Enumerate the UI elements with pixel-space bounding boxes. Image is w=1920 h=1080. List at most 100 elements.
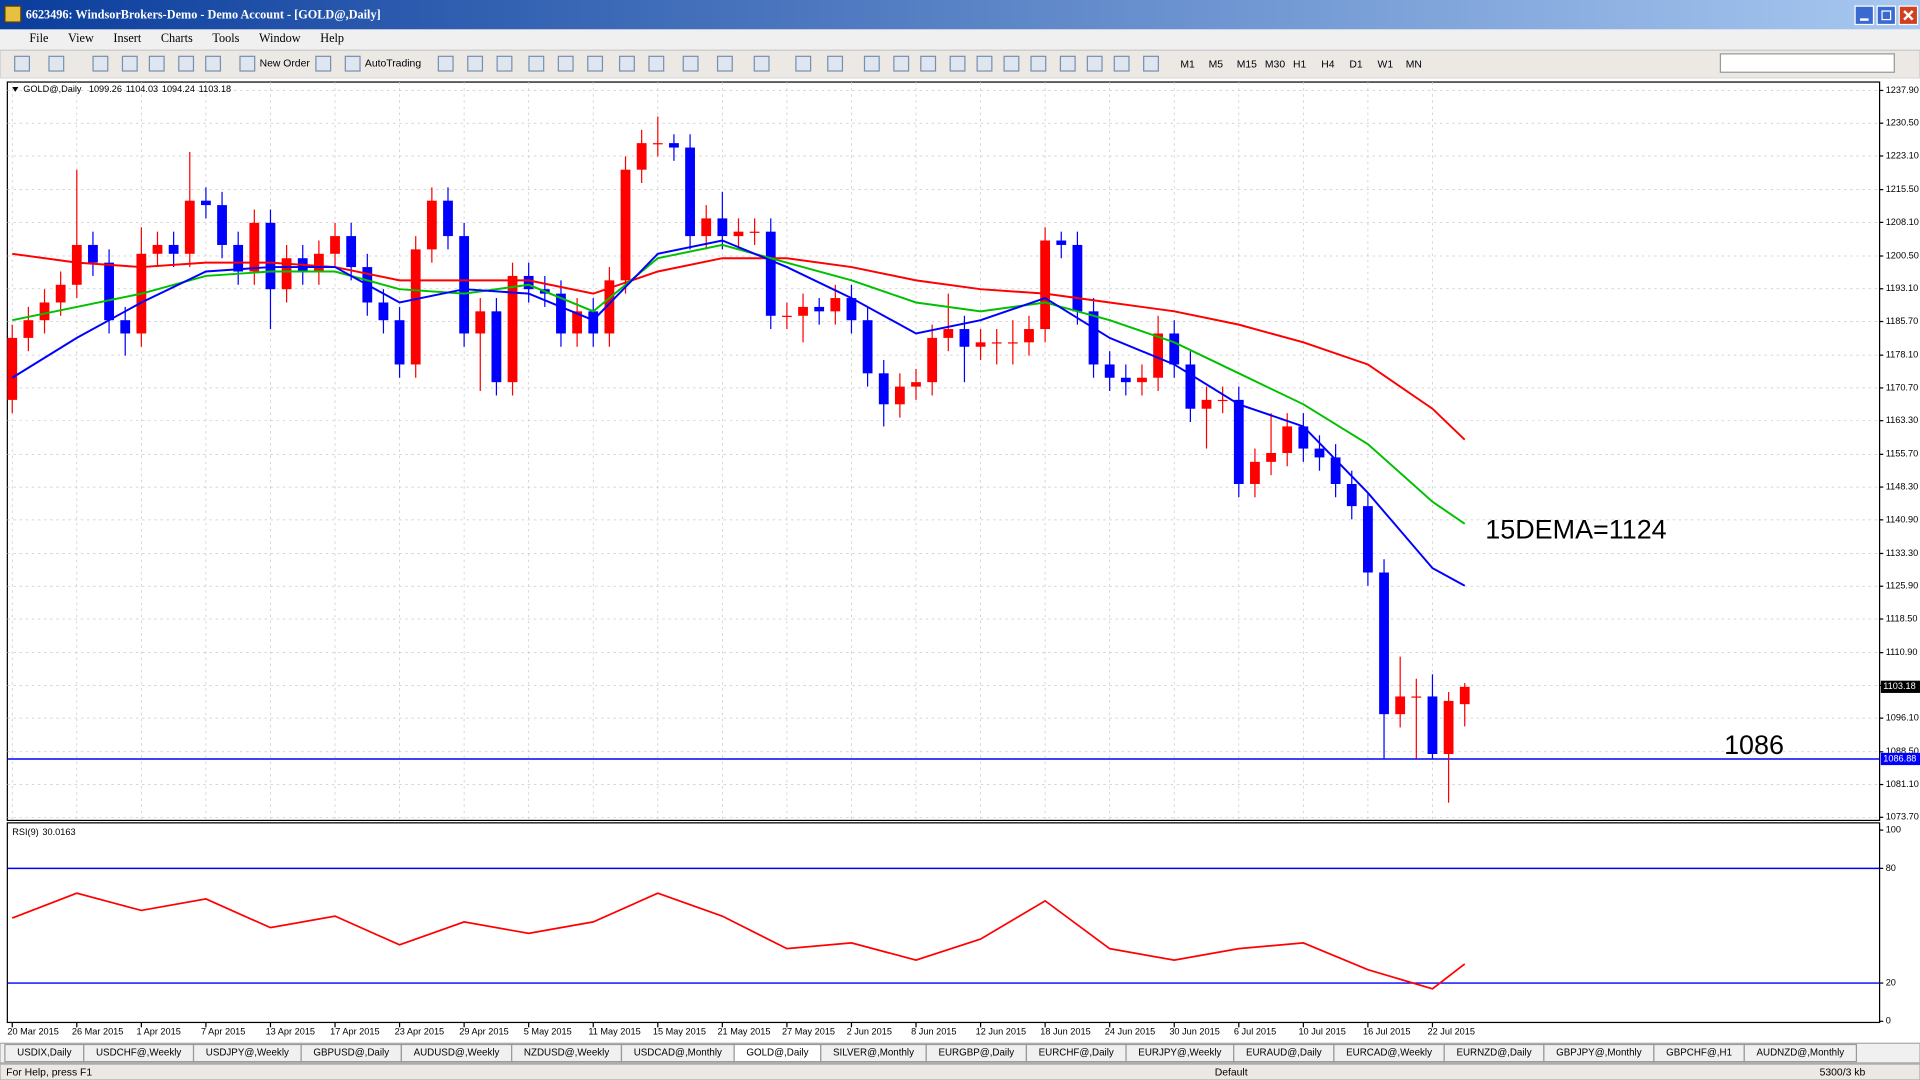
toolbar-icon[interactable] [528,55,545,72]
y-tick-label: 1230.50 [1886,118,1919,128]
timeframe-button[interactable]: MN [1406,60,1422,71]
maximize-button[interactable] [1876,5,1897,26]
timeframe-button[interactable]: M30 [1265,60,1285,71]
menu-item[interactable]: Help [320,31,344,45]
menu-item[interactable]: Window [259,31,301,45]
toolbar-icon[interactable] [753,55,770,72]
toolbar-icon[interactable] [618,55,635,72]
y-tick-label: 1223.10 [1886,150,1919,160]
tab-label[interactable]: SILVER@,Monthly [833,1048,914,1059]
y-tick-label: 1193.10 [1886,283,1918,293]
candle-body [1217,399,1228,402]
menu-item[interactable]: Insert [113,31,141,45]
timeframe-button[interactable]: D1 [1349,60,1363,71]
tab-label[interactable]: USDIX,Daily [17,1048,71,1059]
toolbar-icon[interactable] [648,55,665,72]
candle-body [991,342,1002,344]
search-box[interactable] [1719,53,1895,73]
autotrading-button[interactable]: AutoTrading [365,58,421,69]
toolbar-icon[interactable] [121,55,138,72]
toolbar-icon[interactable] [178,55,195,72]
candle-body [894,386,905,405]
toolbar-icon[interactable] [48,55,65,72]
tab-label[interactable]: EURCHF@,Daily [1039,1048,1114,1059]
status-bar [0,1063,1920,1080]
toolbar-icon[interactable] [1113,55,1130,72]
indicator-value: 30.0163 [42,827,75,837]
menu-item[interactable]: Charts [161,31,193,45]
toolbar-icon[interactable] [205,55,222,72]
toolbar-icon[interactable] [1003,55,1020,72]
toolbar-icon[interactable] [863,55,880,72]
tab-label[interactable]: USDCAD@,Monthly [634,1048,722,1059]
tab-label[interactable]: GOLD@,Daily [746,1048,808,1059]
toolbar-icon[interactable] [14,55,30,72]
toolbar-icon[interactable] [467,55,484,72]
y-tick-label: 1208.10 [1886,217,1919,227]
tab-label[interactable]: GBPUSD@,Daily [313,1048,389,1059]
toolbar-icon[interactable] [239,55,256,72]
tab-label[interactable]: EURNZD@,Daily [1456,1048,1531,1059]
candle-body [717,218,728,237]
tab[interactable] [1743,1043,1858,1063]
toolbar-icon[interactable] [344,55,361,72]
toolbar-icon[interactable] [437,55,454,72]
toolbar-icon[interactable] [557,55,574,72]
toolbar-icon[interactable] [496,55,513,72]
candle-body [620,169,631,281]
timeframe-button[interactable]: M5 [1209,60,1224,71]
toolbar-icon[interactable] [1030,55,1047,72]
toolbar-icon[interactable] [682,55,699,72]
new-order-button[interactable]: New Order [260,58,311,69]
x-tick-label: 17 Apr 2015 [330,1027,379,1037]
toolbar-icon[interactable] [315,55,332,72]
candle-body [184,200,195,254]
toolbar-icon[interactable] [1143,55,1159,72]
toolbar-icon[interactable] [148,55,165,72]
ema-line [12,252,1466,441]
x-tick-label: 18 Jun 2015 [1040,1027,1090,1037]
tab-label[interactable]: GBPCHF@,H1 [1666,1048,1732,1059]
candle-body [636,143,647,170]
tab-label[interactable]: EURAUD@,Daily [1246,1048,1322,1059]
toolbar-icon[interactable] [1059,55,1076,72]
toolbar-icon[interactable] [949,55,966,72]
x-tick-label: 21 May 2015 [717,1027,770,1037]
tab-label[interactable]: EURCAD@,Weekly [1346,1048,1432,1059]
candle-body [104,262,114,321]
candle-body [1072,244,1083,312]
menu-item[interactable]: File [29,31,48,45]
timeframe-button[interactable]: M1 [1180,60,1195,71]
candle-body [830,298,841,312]
tab-label[interactable]: AUDNZD@,Monthly [1757,1048,1845,1059]
x-tick-label: 20 Mar 2015 [7,1027,59,1037]
timeframe-button[interactable]: H4 [1321,60,1335,71]
menu-item[interactable]: View [68,31,94,45]
toolbar-icon[interactable] [1086,55,1103,72]
timeframe-button[interactable]: H1 [1293,60,1307,71]
menu-item[interactable]: Tools [212,31,239,45]
y-tick-label: 1185.70 [1886,316,1918,326]
y-tick-label: 20 [1886,977,1896,987]
tab-label[interactable]: AUDUSD@,Weekly [414,1048,500,1059]
toolbar-icon[interactable] [976,55,993,72]
timeframe-button[interactable]: W1 [1378,60,1394,71]
tab-label[interactable]: USDCHF@,Weekly [96,1048,181,1059]
toolbar-icon[interactable] [920,55,937,72]
toolbar-icon[interactable] [893,55,910,72]
tab-label[interactable]: EURGBP@,Daily [938,1048,1014,1059]
toolbar-icon[interactable] [795,55,812,72]
candle-body [1250,461,1260,484]
minimize-button[interactable] [1854,5,1875,26]
toolbar-icon[interactable] [92,55,109,72]
tab-label[interactable]: EURJPY@,Weekly [1138,1048,1221,1059]
support-price-label: 1086.88 [1883,753,1916,763]
tab-label[interactable]: NZDUSD@,Weekly [524,1048,609,1059]
timeframe-button[interactable]: M15 [1237,60,1257,71]
candle-body [1346,483,1357,507]
toolbar-icon[interactable] [716,55,733,72]
tab-label[interactable]: GBPJPY@,Monthly [1556,1048,1642,1059]
toolbar-icon[interactable] [587,55,604,72]
tab-label[interactable]: USDJPY@,Weekly [206,1048,289,1059]
toolbar-icon[interactable] [827,55,844,72]
